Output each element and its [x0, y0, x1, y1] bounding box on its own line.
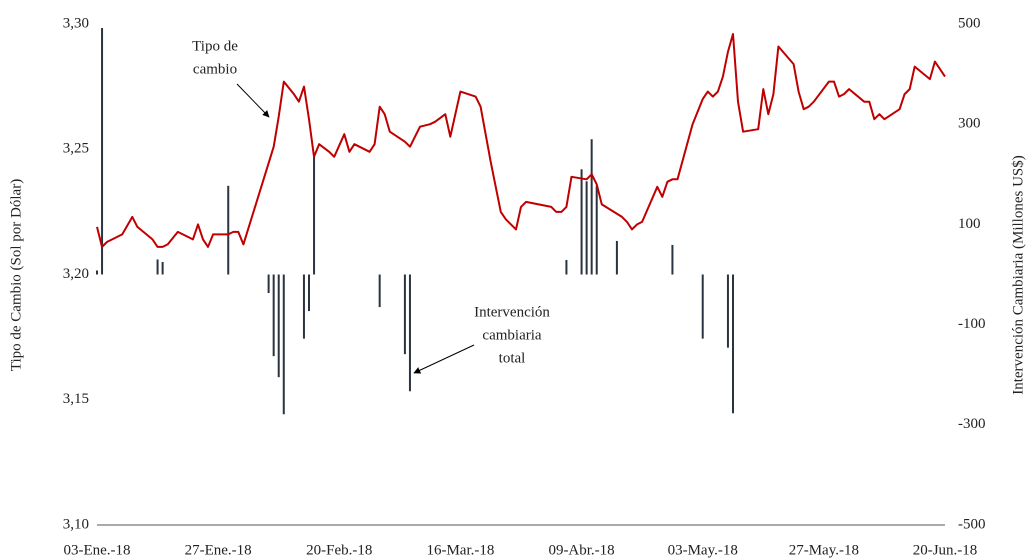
y2-tick-label: 500: [958, 15, 981, 31]
bar: [267, 274, 270, 294]
bar: [403, 274, 406, 355]
y2-tick-label: -300: [958, 416, 986, 432]
bar: [272, 274, 275, 357]
y-tick-label: 3,30: [63, 15, 89, 31]
bar: [227, 185, 230, 275]
y2-tick-label: 100: [958, 216, 981, 232]
bar: [585, 181, 588, 275]
x-tick-label: 20-Feb.-18: [306, 542, 372, 558]
x-tick-label: 03-May.-18: [668, 542, 738, 558]
y-tick-label: 3,10: [63, 516, 89, 532]
bar: [308, 274, 310, 312]
annotation: Tipo de: [192, 38, 238, 54]
x-tick-label: 09-Abr.-18: [548, 542, 614, 558]
y2-tick-label: 300: [958, 116, 981, 132]
bar: [96, 270, 98, 275]
bar: [565, 259, 568, 275]
y2-tick-label: -100: [958, 316, 986, 332]
bar: [302, 274, 305, 339]
bar: [161, 261, 164, 275]
annotation-arrow: [236, 83, 270, 118]
bar: [595, 185, 598, 275]
bar: [671, 244, 674, 275]
bar: [313, 154, 316, 275]
y2-axis-title: Intervención Cambiaria (Millones US$): [1010, 155, 1026, 395]
bar: [732, 274, 734, 414]
y-tick-label: 3,15: [63, 391, 89, 407]
x-tick-label: 16-Mar.-18: [426, 542, 494, 558]
bar: [615, 240, 618, 275]
bar: [378, 274, 381, 308]
annotation: cambio: [193, 61, 237, 77]
x-tick-label: 03-Ene.-18: [63, 542, 130, 558]
y-tick-label: 3,25: [63, 141, 89, 157]
y-axis-title: Tipo de Cambio (Sol por Dólar): [8, 179, 24, 371]
annotation-arrow: [413, 344, 475, 374]
bar: [701, 274, 704, 339]
annotation: cambiaria: [482, 327, 541, 343]
annotation: total: [499, 350, 526, 366]
y-tick-label: 3,20: [63, 266, 89, 282]
bar: [590, 139, 593, 275]
line: [96, 33, 946, 248]
bar: [408, 274, 411, 392]
bar: [580, 169, 583, 275]
bar: [156, 259, 159, 275]
bar: [101, 28, 104, 275]
bar: [726, 274, 729, 348]
x-tick-label: 27-May.-18: [789, 542, 859, 558]
x-tick-label: 27-Ene.-18: [185, 542, 252, 558]
bar: [282, 274, 285, 415]
y2-tick-label: -500: [958, 516, 986, 532]
annotation: Intervención: [474, 304, 550, 320]
bar: [277, 274, 280, 378]
x-tick-label: 20-Jun.-18: [913, 542, 978, 558]
